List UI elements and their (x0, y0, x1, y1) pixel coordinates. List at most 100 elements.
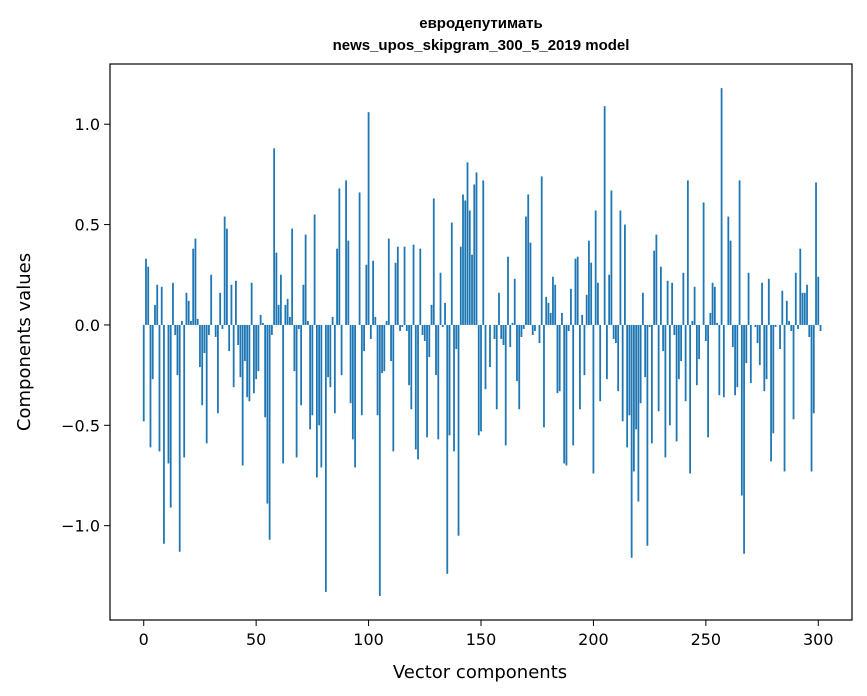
bar-component-144 (466, 162, 469, 325)
bar-component-57 (270, 324, 273, 335)
bar-component-39 (230, 284, 233, 325)
bar-component-26 (201, 324, 204, 406)
bar-component-292 (799, 248, 802, 325)
bar-component-160 (502, 324, 505, 346)
x-tick-label: 200 (578, 630, 609, 649)
bar-component-177 (540, 176, 543, 325)
bar-component-276 (763, 324, 766, 392)
bar-component-173 (531, 324, 534, 335)
bar-component-54 (264, 324, 267, 418)
bar-component-281 (774, 324, 777, 327)
bar-component-59 (275, 252, 278, 325)
bar-component-227 (653, 250, 656, 325)
bar-component-300 (817, 276, 820, 325)
bar-component-47 (248, 324, 251, 402)
bar-component-268 (745, 324, 748, 364)
bar-component-109 (387, 238, 390, 325)
bar-component-25 (199, 324, 201, 368)
bar-component-107 (383, 324, 386, 372)
bar-component-83 (329, 324, 332, 388)
bar-component-66 (291, 228, 294, 325)
bar-component-170 (525, 216, 527, 325)
bar-component-217 (630, 324, 633, 558)
bar-component-274 (758, 324, 761, 366)
bar-component-132 (439, 272, 442, 325)
bar-component-27 (203, 324, 206, 354)
bar-component-105 (378, 324, 381, 596)
bar-component-130 (435, 324, 437, 376)
bar-component-193 (576, 256, 579, 325)
bar-component-97 (360, 324, 363, 416)
bar-component-146 (471, 254, 473, 325)
bar-component-135 (446, 324, 449, 574)
bar-component-127 (428, 324, 431, 358)
bar-component-74 (309, 324, 312, 430)
bar-component-228 (655, 234, 658, 325)
bar-component-64 (286, 298, 289, 325)
bar-component-290 (794, 272, 797, 325)
bar-component-121 (414, 324, 417, 450)
bar-component-152 (484, 324, 487, 390)
bar-component-218 (633, 324, 635, 472)
bar-component-266 (740, 324, 743, 496)
bar-component-96 (358, 192, 361, 325)
bar-component-68 (295, 324, 298, 458)
bar-component-104 (376, 324, 379, 416)
bar-component-172 (529, 242, 532, 325)
bar-component-13 (172, 282, 174, 325)
bar-component-111 (392, 324, 395, 452)
bar-component-142 (462, 194, 464, 325)
bar-component-239 (680, 324, 683, 362)
bar-component-94 (354, 324, 356, 468)
bar-component-149 (477, 324, 480, 436)
bar-component-37 (226, 228, 228, 325)
bar-component-100 (367, 112, 370, 325)
bar-component-112 (394, 262, 397, 325)
x-tick-label: 50 (246, 630, 266, 649)
bar-component-124 (421, 324, 424, 335)
bar-component-120 (412, 244, 415, 325)
bar-component-241 (684, 324, 687, 402)
bar-component-237 (675, 324, 678, 442)
bar-component-209 (612, 324, 615, 339)
bar-component-106 (381, 324, 383, 374)
bar-component-58 (273, 148, 276, 325)
bar-component-11 (167, 324, 170, 464)
bar-component-62 (282, 324, 285, 464)
bar-component-265 (738, 180, 741, 325)
bar-component-230 (659, 266, 662, 325)
bar-component-277 (765, 324, 768, 380)
bar-component-223 (644, 324, 647, 378)
bar-component-261 (729, 240, 732, 325)
bar-component-253 (711, 282, 714, 325)
bar-component-188 (565, 324, 568, 466)
bar-component-171 (527, 194, 530, 325)
bar-component-189 (567, 324, 570, 331)
bar-component-235 (671, 282, 674, 325)
bar-component-77 (315, 324, 318, 478)
bar-component-190 (570, 288, 572, 325)
bar-component-48 (250, 282, 253, 325)
bar-component-272 (754, 324, 757, 327)
bar-component-52 (259, 314, 262, 325)
bar-component-91 (347, 240, 350, 325)
bar-component-178 (543, 324, 545, 428)
bar-component-137 (450, 222, 453, 325)
bar-component-215 (626, 324, 629, 448)
bar-component-88 (340, 324, 343, 376)
bar-component-116 (403, 246, 406, 325)
bar-component-158 (498, 292, 500, 325)
bar-component-108 (385, 320, 388, 325)
bar-component-294 (803, 292, 806, 325)
bar-component-139 (455, 324, 458, 350)
bar-component-201 (594, 210, 597, 325)
bar-component-245 (693, 286, 696, 325)
bar-component-114 (399, 324, 401, 331)
bar-component-12 (169, 324, 172, 508)
bar-component-197 (585, 294, 588, 325)
bar-component-242 (686, 180, 689, 325)
bar-component-19 (185, 292, 188, 325)
y-tick-label: 1.0 (75, 115, 100, 134)
x-tick-label: 250 (691, 630, 722, 649)
